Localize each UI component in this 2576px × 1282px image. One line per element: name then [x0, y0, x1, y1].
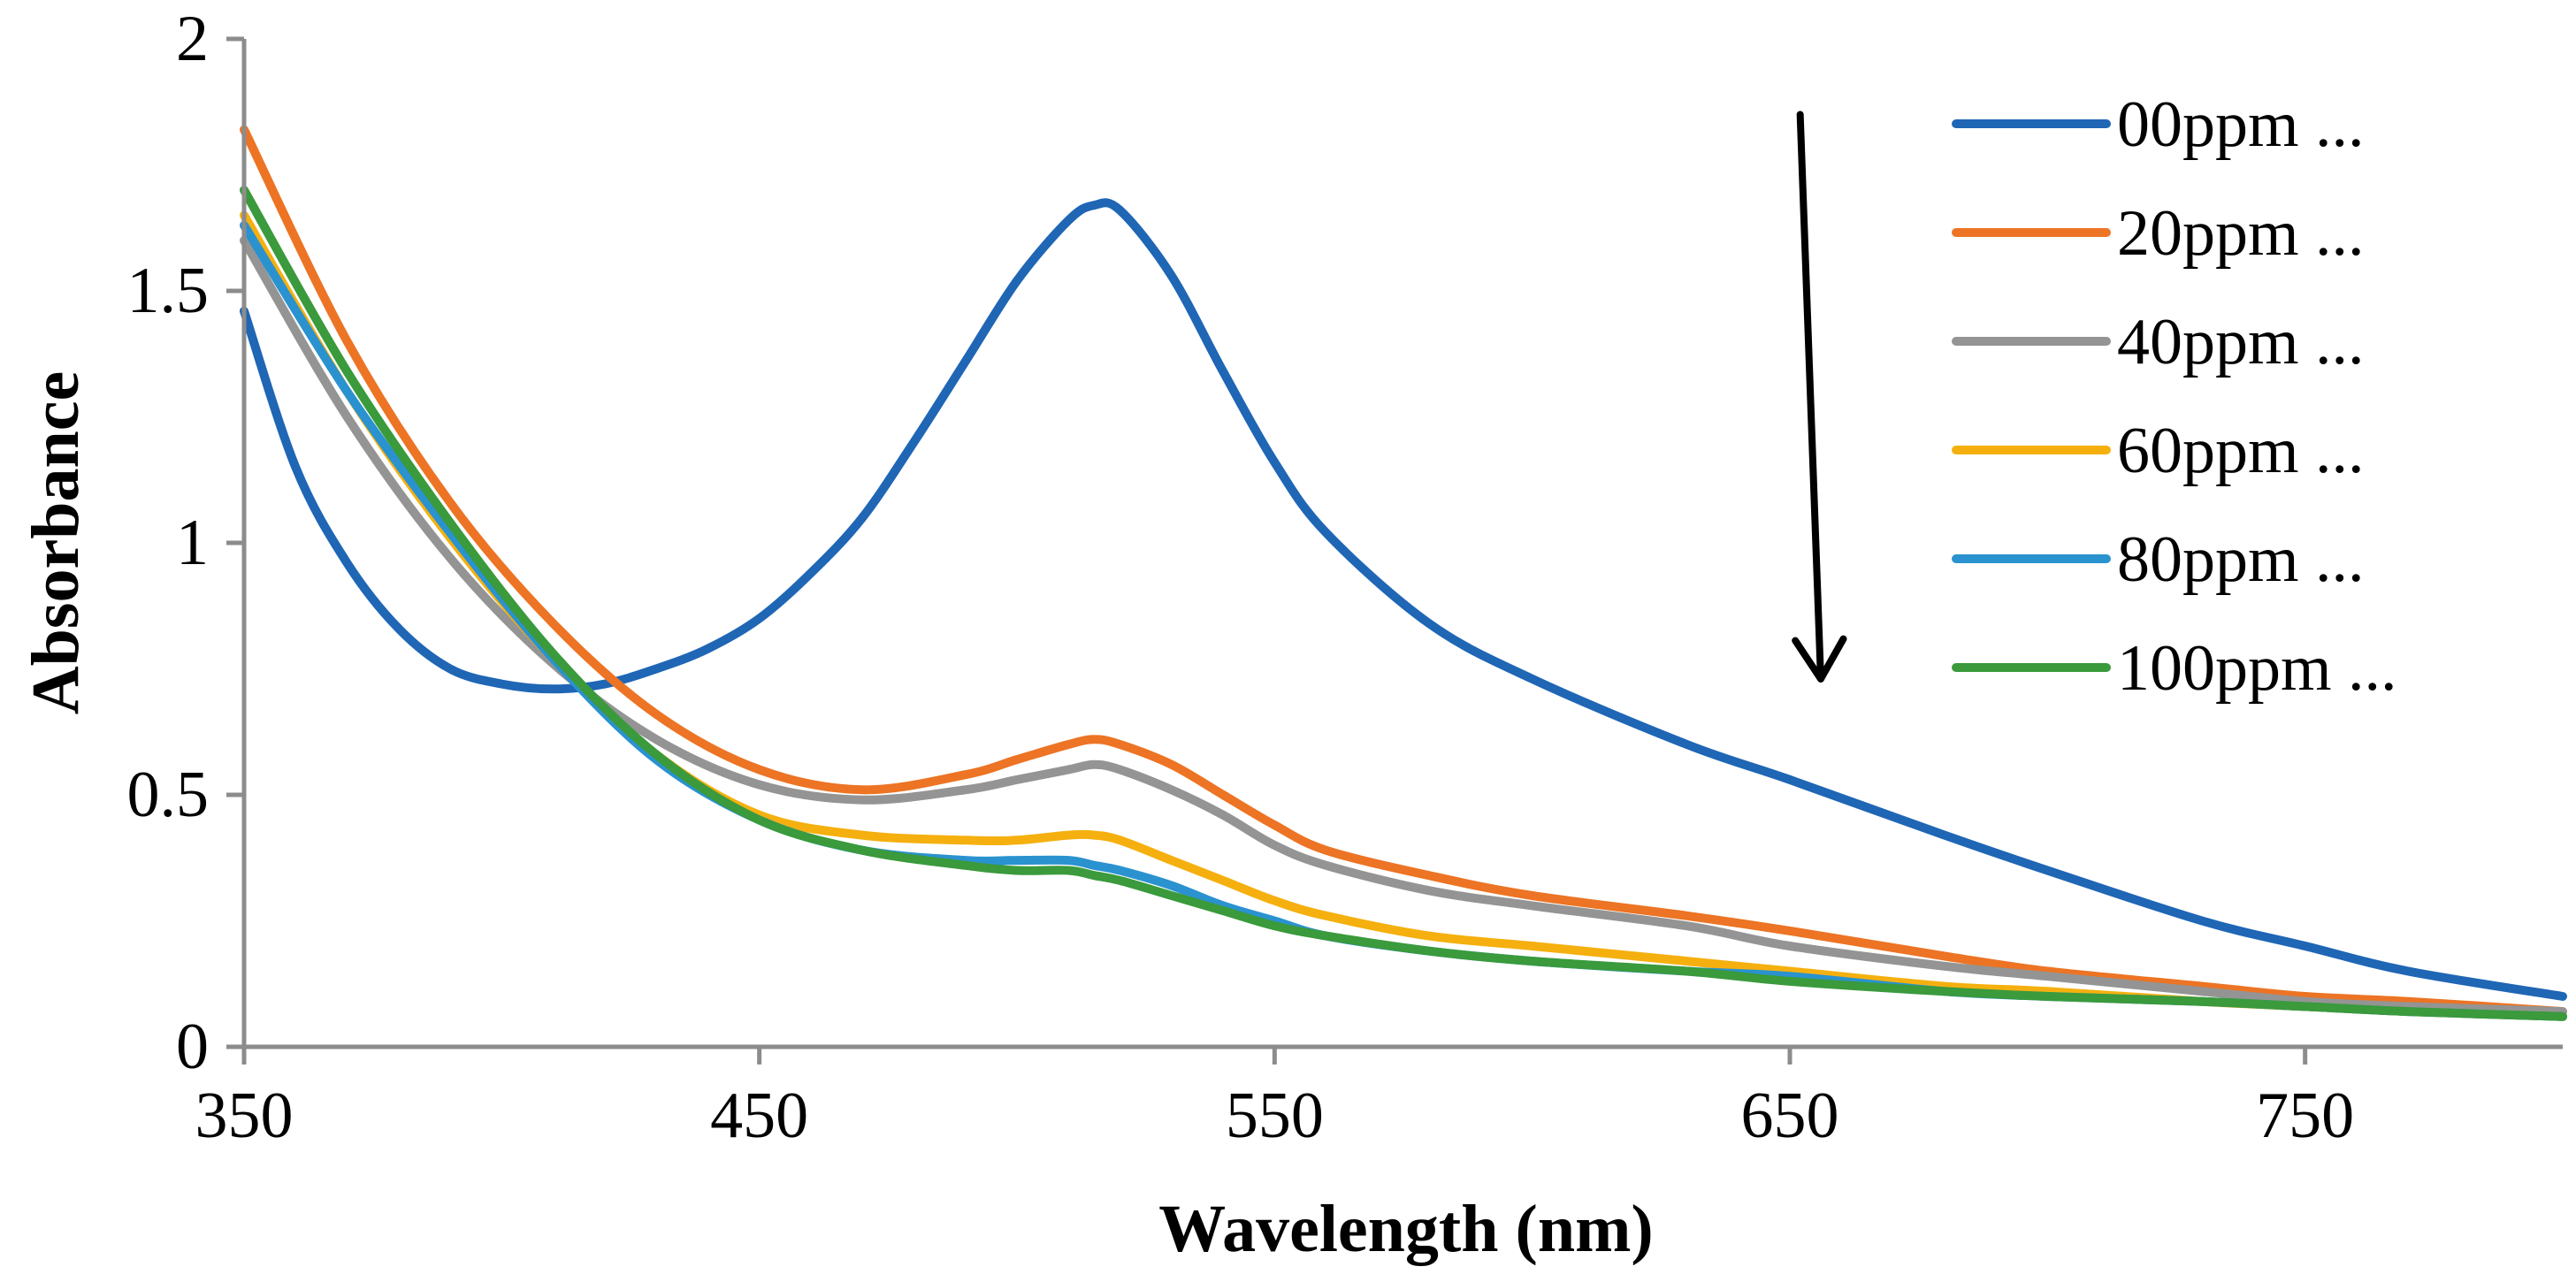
x-ticks: 350 450 550 650 750 [195, 1047, 2354, 1152]
series-line [240, 198, 2567, 1001]
x-tick-label: 550 [1226, 1080, 1324, 1152]
x-tick-label: 350 [195, 1080, 294, 1152]
legend-label: 80ppm ... [2117, 523, 2365, 596]
x-tick-label: 650 [1741, 1080, 1839, 1152]
y-ticks: 0 0.5 1 1.5 2 [127, 3, 244, 1083]
legend-label: 100ppm ... [2117, 632, 2397, 705]
y-tick-label: 2 [176, 3, 209, 75]
legend: 00ppm ... 20ppm ... 40ppm ... 60ppm ... 80pp… [1952, 88, 2397, 705]
legend-label: 60ppm ... [2117, 415, 2365, 487]
y-axis-title: Absorbance [19, 371, 93, 714]
y-tick-label: 1 [176, 507, 209, 579]
y-tick-label: 0 [176, 1011, 209, 1083]
legend-label: 20ppm ... [2117, 197, 2365, 270]
arrow-head [1792, 635, 1847, 683]
legend-label: 00ppm ... [2117, 88, 2365, 161]
annotation [1792, 111, 1847, 683]
y-tick-label: 1.5 [127, 255, 210, 327]
x-tick-label: 450 [710, 1080, 808, 1152]
y-tick-label: 0.5 [127, 759, 210, 831]
x-axis-title: Wavelength (nm) [1158, 1192, 1653, 1266]
series-line [240, 125, 2567, 1017]
arrow-shaft [1796, 111, 1824, 683]
legend-label: 40ppm ... [2117, 306, 2365, 378]
plot-lines [240, 125, 2567, 1021]
series-line [240, 186, 2567, 1021]
x-tick-label: 750 [2256, 1080, 2354, 1152]
